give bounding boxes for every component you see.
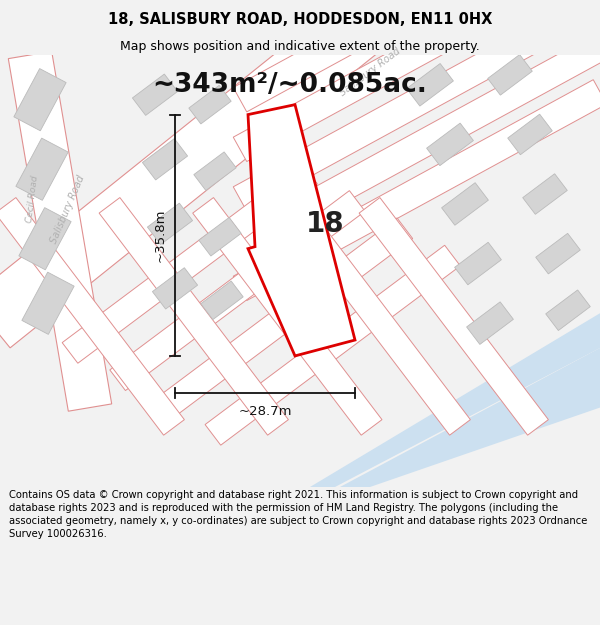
Polygon shape [14, 69, 66, 131]
Polygon shape [16, 138, 68, 201]
Polygon shape [152, 268, 197, 309]
Polygon shape [233, 35, 600, 256]
Polygon shape [233, 80, 600, 301]
Text: ~343m²/~0.085ac.: ~343m²/~0.085ac. [152, 72, 427, 98]
Polygon shape [8, 51, 112, 411]
Polygon shape [407, 64, 454, 106]
Polygon shape [133, 74, 178, 116]
Polygon shape [359, 198, 548, 435]
Polygon shape [189, 86, 231, 124]
Polygon shape [0, 198, 184, 435]
Polygon shape [148, 203, 193, 244]
Polygon shape [523, 174, 567, 214]
Polygon shape [488, 54, 532, 95]
Polygon shape [310, 313, 600, 487]
Text: Salisbury Road: Salisbury Road [49, 173, 87, 244]
Polygon shape [194, 152, 236, 191]
Polygon shape [205, 245, 460, 445]
Polygon shape [157, 218, 413, 418]
Polygon shape [110, 191, 365, 391]
Polygon shape [536, 233, 580, 274]
Polygon shape [427, 123, 473, 166]
Text: Salisbury Road: Salisbury Road [338, 46, 402, 98]
Polygon shape [467, 302, 514, 344]
Polygon shape [455, 242, 502, 285]
Text: 18, SALISBURY ROAD, HODDESDON, EN11 0HX: 18, SALISBURY ROAD, HODDESDON, EN11 0HX [108, 12, 492, 27]
Polygon shape [248, 104, 355, 356]
Polygon shape [142, 139, 188, 180]
Polygon shape [193, 198, 382, 435]
Text: Contains OS data © Crown copyright and database right 2021. This information is : Contains OS data © Crown copyright and d… [9, 490, 587, 539]
Polygon shape [281, 198, 470, 435]
Text: Map shows position and indicative extent of the property.: Map shows position and indicative extent… [120, 39, 480, 52]
Text: Cecil Road: Cecil Road [25, 175, 40, 223]
Text: 18: 18 [305, 210, 344, 238]
Polygon shape [99, 198, 289, 435]
Polygon shape [19, 208, 71, 270]
Polygon shape [233, 0, 600, 211]
Text: ~28.7m: ~28.7m [238, 404, 292, 418]
Text: ~35.8m: ~35.8m [154, 209, 167, 262]
Polygon shape [340, 348, 600, 487]
Polygon shape [233, 0, 600, 161]
Polygon shape [546, 290, 590, 331]
Polygon shape [22, 272, 74, 334]
Polygon shape [508, 114, 552, 155]
Polygon shape [62, 163, 317, 363]
Polygon shape [0, 0, 400, 348]
Polygon shape [199, 217, 241, 256]
Polygon shape [201, 281, 243, 319]
Polygon shape [233, 0, 600, 112]
Polygon shape [442, 182, 488, 225]
